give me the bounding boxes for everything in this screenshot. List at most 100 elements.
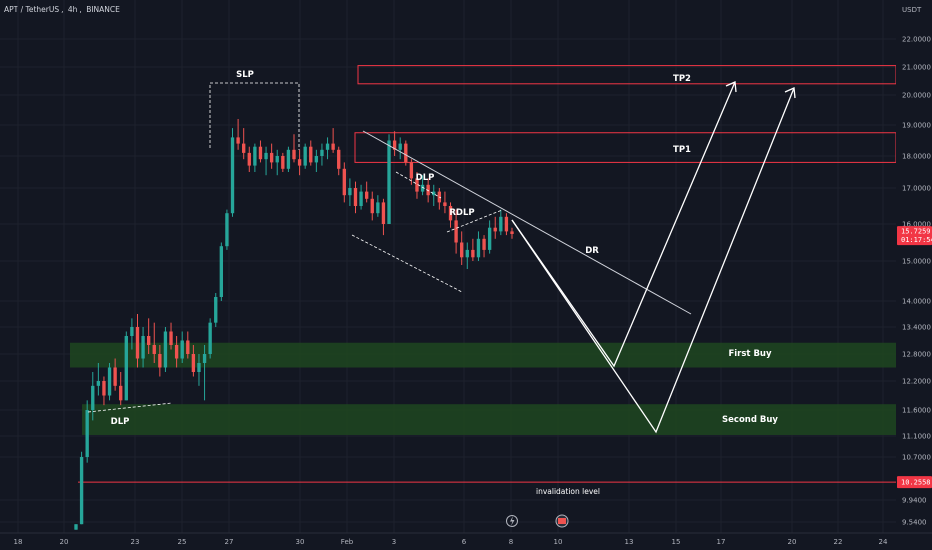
candle-body [409, 162, 414, 179]
current-price-tag [897, 226, 932, 246]
price-axis-bg [896, 0, 932, 550]
candle [74, 524, 78, 530]
candle-body [420, 184, 425, 192]
price-tick: 15.0000 [902, 258, 931, 266]
candle [275, 149, 279, 176]
candle [286, 146, 291, 172]
candle-body [197, 363, 201, 372]
calendar-flag-icon [555, 514, 569, 528]
price-tick: 12.2000 [902, 378, 931, 386]
zone-second-buy [82, 404, 896, 435]
time-tick: 18 [14, 538, 23, 546]
time-axis[interactable]: 18 20 23 25 27 30 Feb 3 6 8 10 13 15 17 20 22 24 [0, 532, 932, 546]
candle [448, 202, 453, 228]
event-icons[interactable] [506, 514, 569, 528]
candle-body [186, 340, 190, 354]
candle [460, 231, 464, 265]
candle [364, 181, 369, 203]
candle [392, 131, 397, 156]
price-tick: 19.0000 [902, 122, 931, 130]
candle [96, 363, 101, 396]
candle-body [320, 149, 324, 156]
price-tick: 17.0000 [902, 185, 931, 193]
candle [208, 318, 212, 359]
price-tick: 21.0000 [902, 64, 931, 72]
candle-body [102, 381, 106, 396]
candle [493, 216, 497, 239]
arrow-head-tp2-a [725, 81, 737, 93]
candle [158, 345, 162, 377]
candle [119, 372, 123, 406]
candle-body [381, 202, 386, 224]
time-tick: 24 [879, 538, 888, 546]
candle [113, 358, 117, 391]
candle [465, 242, 469, 269]
candle [102, 376, 106, 406]
time-tick: 22 [834, 538, 843, 546]
candle-body [124, 336, 128, 401]
candle-body [376, 202, 380, 214]
candle [202, 345, 207, 401]
candle [342, 162, 346, 203]
label-dr: DR [585, 246, 599, 256]
grid-lines [0, 0, 896, 533]
label-invalidation: invalidation level [536, 487, 600, 496]
channel-lower-line [351, 234, 463, 293]
symbol-label[interactable]: APT / TetherUS [4, 5, 60, 14]
time-tick: 23 [131, 538, 140, 546]
candle-body [370, 198, 374, 214]
candle [91, 372, 95, 421]
candle-body [286, 149, 291, 169]
label-tp2: TP2 [673, 74, 691, 84]
candle-body [487, 227, 492, 250]
candle-body [504, 216, 509, 232]
candle-body [387, 140, 391, 224]
candle-body [465, 249, 469, 258]
zones-layer [70, 65, 897, 483]
candle [454, 209, 458, 254]
price-tick: 12.8000 [902, 351, 931, 359]
candle [443, 191, 447, 214]
candle-body [353, 188, 358, 206]
candle [303, 143, 307, 169]
arrow-head-tp2-b [784, 87, 796, 99]
candle [292, 134, 296, 163]
time-tick: 27 [225, 538, 234, 546]
candle [476, 231, 481, 261]
candle [420, 175, 425, 196]
time-tick: Feb [341, 538, 354, 546]
candle [337, 146, 341, 176]
candle-body [432, 191, 436, 196]
candle [107, 363, 112, 401]
candle [219, 242, 224, 301]
price-tick: 11.1000 [902, 433, 931, 441]
price-axis[interactable]: USDT 22.0000 21.0000 20.0000 19.0000 18.0000 1… [896, 0, 932, 550]
price-tick: 18.0000 [902, 153, 931, 161]
candle-body [392, 140, 397, 150]
candle [297, 149, 302, 176]
time-tick: 8 [509, 538, 513, 546]
label-second_buy: Second Buy [722, 415, 778, 425]
slp-box [209, 82, 300, 150]
price-tick: 22.0000 [902, 36, 931, 44]
time-tick: 25 [178, 538, 187, 546]
candle-body [174, 345, 179, 359]
candle-body [135, 327, 140, 359]
candle [353, 181, 358, 214]
price-tick: 9.5400 [902, 519, 927, 527]
candle-body [348, 188, 352, 196]
candle [404, 140, 408, 166]
candle-body [325, 143, 330, 150]
candle [471, 238, 475, 261]
dlp-mid-line [395, 171, 442, 199]
candle-body [163, 331, 168, 368]
candle [381, 198, 386, 236]
label-dlp_mid: DLP [416, 173, 435, 183]
candle [320, 143, 324, 166]
calendar-icon-flag [558, 518, 566, 524]
candle [130, 318, 134, 350]
candle-body [448, 206, 453, 221]
label-first_buy: First Buy [728, 349, 772, 359]
interval-label[interactable]: 4h [67, 5, 78, 14]
